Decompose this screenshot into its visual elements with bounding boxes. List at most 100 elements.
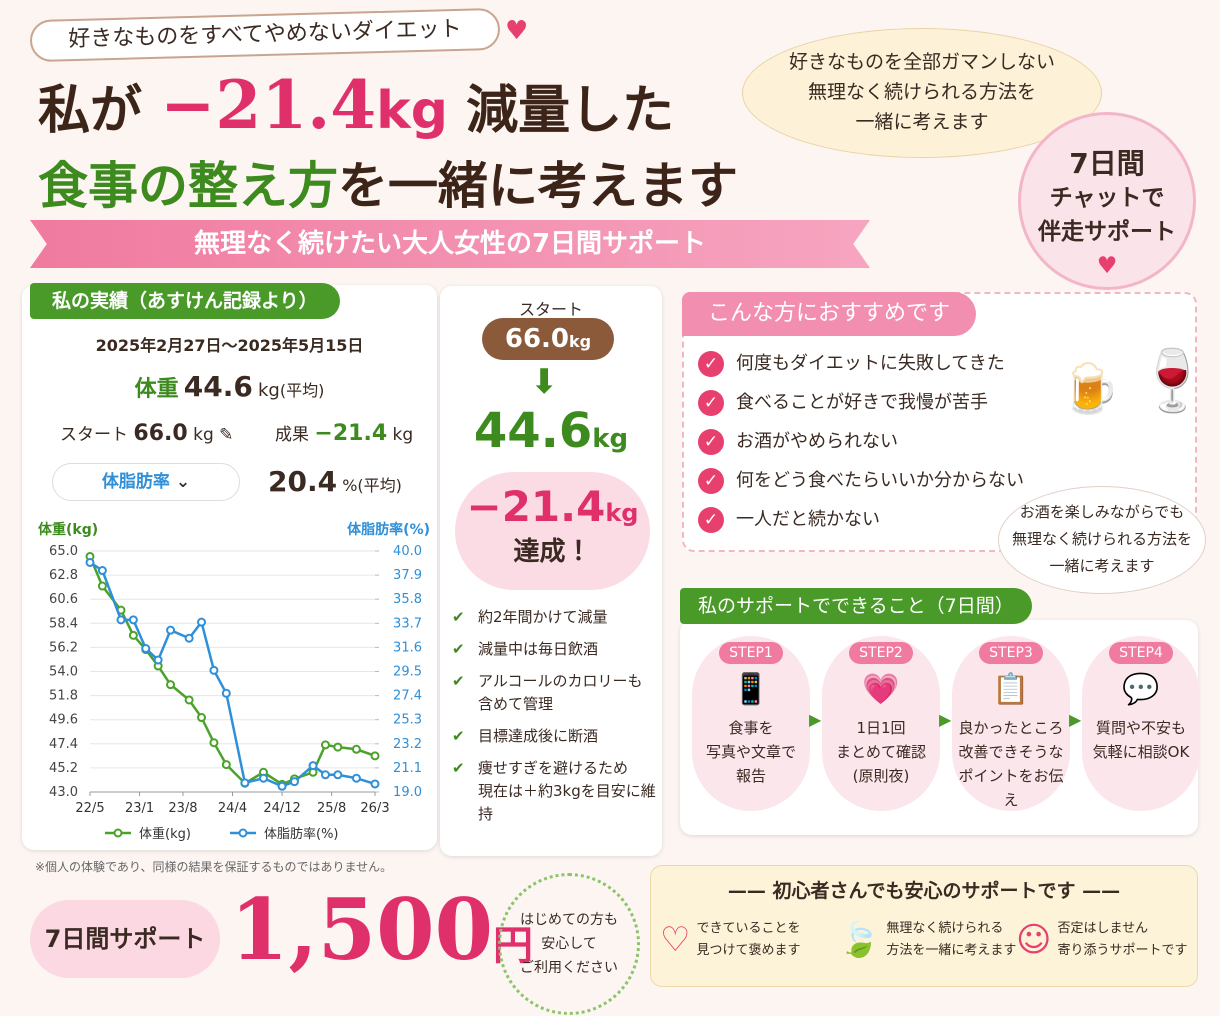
line: 方法を一緒に考えます bbox=[886, 943, 1017, 958]
speech-bubble: お酒を楽しみながらでも 無理なく続けられる方法を 一緒に考えます bbox=[998, 486, 1206, 594]
dropdown[interactable]: 体脂肪率 ⌄ bbox=[52, 463, 240, 501]
data-point bbox=[97, 581, 107, 591]
text: 食べることが好きで我慢が苦手 bbox=[736, 392, 988, 413]
text: 食事の整え方 bbox=[38, 157, 338, 215]
results-card bbox=[22, 285, 437, 850]
line: はじめての方も bbox=[520, 912, 618, 928]
line: 気軽に相談OK bbox=[1092, 743, 1190, 761]
data-point bbox=[97, 566, 107, 576]
line: チャットで bbox=[1049, 185, 1165, 211]
y2-tick-label: 35.8 bbox=[393, 592, 422, 607]
achieved: 達成！ bbox=[513, 537, 592, 567]
data-point bbox=[209, 665, 219, 675]
line: 減量中は毎日飲酒 bbox=[478, 640, 599, 658]
label: 成果 bbox=[275, 425, 309, 445]
check-icon: ✔ bbox=[452, 640, 465, 658]
line: 安心して bbox=[541, 936, 597, 952]
reassure-title: —— 初心者さんでも安心のサポートです —— bbox=[727, 880, 1121, 902]
label: スタート bbox=[60, 425, 128, 445]
y2-tick-label: 33.7 bbox=[393, 616, 422, 631]
line: 一緒に考えます bbox=[855, 111, 989, 133]
data-point bbox=[141, 644, 151, 654]
line: 含めて管理 bbox=[478, 695, 554, 713]
data-point bbox=[351, 773, 361, 783]
recommend-item: ✓ お酒がやめられない bbox=[698, 422, 1024, 461]
y-tick-label: 58.4 bbox=[49, 616, 78, 631]
line: 見つけて褒めます bbox=[696, 943, 801, 958]
amount: −21.4 bbox=[160, 66, 377, 144]
line: 質問や不安も bbox=[1095, 719, 1186, 737]
check-icon: ✔ bbox=[452, 759, 465, 777]
y2-tick-label: 40.0 bbox=[393, 544, 422, 559]
arrow: ▶ bbox=[1069, 710, 1082, 729]
line: 一緒に考えます bbox=[1049, 557, 1155, 575]
heart-icon: ♥ bbox=[505, 16, 529, 46]
line: 7日間 bbox=[1069, 147, 1145, 180]
unit: kg bbox=[592, 424, 629, 454]
step-icon: 📱 bbox=[732, 672, 770, 707]
icon: ☺ bbox=[1016, 920, 1052, 960]
reassure-item: ♡ できていることを 見つけて褒めます bbox=[660, 918, 838, 962]
y2-axis-title: 体脂肪率(%) bbox=[347, 521, 430, 538]
check-item: ✔ アルコールのカロリーも 含めて管理 bbox=[452, 670, 662, 716]
line: ポイントをお伝え bbox=[958, 767, 1064, 809]
step-label: STEP4 bbox=[1109, 642, 1173, 664]
unit: % bbox=[342, 476, 358, 495]
text: 初心者さんでも安心のサポートです bbox=[772, 880, 1076, 902]
start-row: スタート 66.0 kg ✎ bbox=[60, 421, 234, 446]
line: できていることを bbox=[696, 921, 801, 936]
line: アルコールのカロリーも bbox=[478, 672, 643, 690]
data-point bbox=[320, 740, 330, 750]
check-icon: ✔ bbox=[452, 672, 465, 690]
arrow: ⬇ bbox=[530, 362, 559, 402]
y-tick-label: 54.0 bbox=[49, 665, 78, 680]
data-point bbox=[320, 770, 330, 780]
disclaimer: ※個人の体験であり、同様の結果を保証するものではありません。 bbox=[35, 860, 393, 874]
check-icon: ✓ bbox=[698, 468, 724, 494]
legend-label: 体脂肪率(%) bbox=[264, 826, 339, 842]
price: 1,500円 bbox=[230, 880, 533, 979]
y-tick-label: 60.6 bbox=[49, 592, 78, 607]
x-tick-label: 23/1 bbox=[125, 801, 154, 816]
y2-tick-label: 19.0 bbox=[393, 785, 422, 800]
weight-row: 体重 44.6 kg(平均) bbox=[22, 370, 437, 403]
legend-marker bbox=[238, 828, 248, 838]
data-point bbox=[370, 751, 380, 761]
data-point bbox=[197, 617, 207, 627]
data-point bbox=[153, 655, 163, 665]
data-point bbox=[128, 630, 138, 640]
line: 無理なく続けられる方法を bbox=[807, 81, 1036, 103]
text: 何度もダイエットに失敗してきた bbox=[736, 353, 1005, 374]
legend-label: 体重(kg) bbox=[139, 826, 191, 842]
reassure-item: ☺ 否定はしません 寄り添うサポートです bbox=[1016, 918, 1194, 962]
check-icon: ✓ bbox=[698, 351, 724, 377]
check-icon: ✓ bbox=[698, 507, 724, 533]
data-point bbox=[197, 713, 207, 723]
result-row: 成果 −21.4 kg bbox=[275, 420, 413, 446]
banner: 無理なく続けたい大人女性の7日間サポート bbox=[30, 220, 870, 268]
recommend-item: ✓ 何をどう食べたらいいか分からない bbox=[698, 461, 1024, 500]
legend-marker bbox=[113, 828, 123, 838]
y-tick-label: 62.8 bbox=[49, 568, 78, 583]
unit: kg bbox=[605, 499, 639, 527]
speech-bubble: 好きなものを全部ガマンしない 無理なく続けられる方法を 一緒に考えます bbox=[742, 28, 1102, 158]
data-point bbox=[116, 615, 126, 625]
recommend-item: ✓ 一人だと続かない bbox=[698, 500, 1024, 539]
beer-icon: 🍺 bbox=[1060, 361, 1120, 417]
recommend-list: ✓ 何度もダイエットに失敗してきた ✓ 食べることが好きで我慢が苦手 ✓ お酒がやめられな… bbox=[698, 344, 1024, 539]
line: 伴走サポート bbox=[1038, 219, 1176, 245]
x-tick-label: 25/8 bbox=[317, 801, 346, 816]
unit: kg bbox=[569, 332, 592, 351]
y-tick-label: 65.0 bbox=[49, 544, 78, 559]
value: −21.4 bbox=[314, 421, 388, 446]
text: 一人だと続かない bbox=[736, 509, 880, 530]
unit: kg bbox=[392, 425, 414, 445]
data-point bbox=[333, 742, 343, 752]
data-point bbox=[184, 695, 194, 705]
data-point bbox=[221, 688, 231, 698]
step-icon: 📋 bbox=[992, 672, 1030, 707]
start-label: スタート bbox=[518, 300, 583, 319]
note: (平均) bbox=[279, 381, 325, 400]
data-point bbox=[166, 625, 176, 635]
